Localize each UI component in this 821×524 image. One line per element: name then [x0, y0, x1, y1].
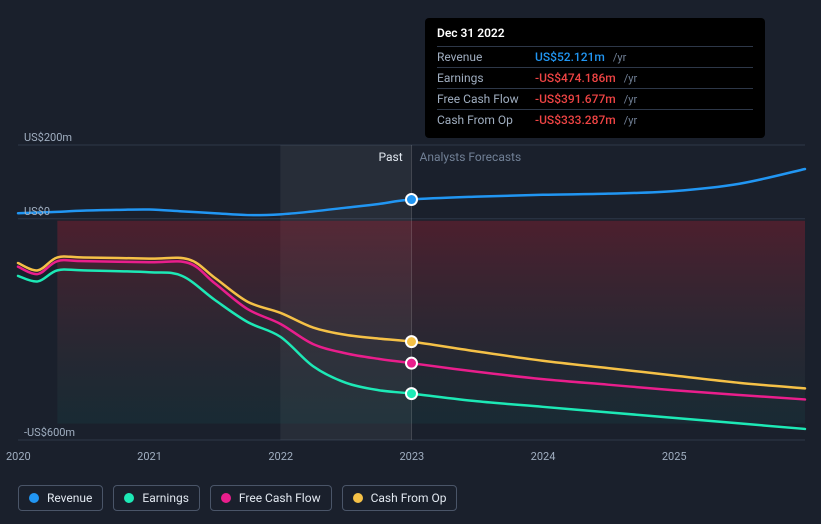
- x-tick-label: 2024: [531, 450, 556, 463]
- legend-swatch: [353, 493, 363, 503]
- legend-label: Cash From Op: [371, 491, 447, 505]
- x-tick-label: 2025: [662, 450, 687, 463]
- y-tick-label: US$200m: [24, 131, 72, 144]
- tooltip-unit: /yr: [613, 51, 626, 64]
- chart-legend: Revenue Earnings Free Cash Flow Cash From O…: [18, 485, 457, 511]
- tooltip-row: Earnings -US$474.186m/yr: [437, 67, 753, 88]
- tooltip-metric-value: -US$391.677m: [535, 92, 616, 106]
- forecast-section-label: Analysts Forecasts: [420, 150, 522, 164]
- y-tick-label: US$0: [24, 205, 50, 218]
- tooltip-date: Dec 31 2022: [437, 26, 753, 46]
- tooltip-unit: /yr: [624, 93, 637, 106]
- legend-swatch: [221, 493, 231, 503]
- legend-item[interactable]: Earnings: [113, 485, 200, 511]
- legend-item[interactable]: Free Cash Flow: [210, 485, 332, 511]
- legend-label: Free Cash Flow: [239, 491, 321, 505]
- x-tick-label: 2022: [268, 450, 293, 463]
- legend-item[interactable]: Revenue: [18, 485, 103, 511]
- legend-swatch: [29, 493, 39, 503]
- tooltip-unit: /yr: [624, 114, 637, 127]
- tooltip-metric-label: Earnings: [437, 71, 527, 85]
- tooltip-metric-value: US$52.121m: [535, 50, 605, 64]
- legend-label: Earnings: [142, 491, 189, 505]
- x-tick-label: 2020: [6, 450, 31, 463]
- legend-item[interactable]: Cash From Op: [342, 485, 458, 511]
- financial-chart: US$200m US$0 -US$600m 2020 2021 2022 2023 2024…: [0, 0, 821, 524]
- legend-label: Revenue: [47, 491, 92, 505]
- tooltip-metric-value: -US$474.186m: [535, 71, 616, 85]
- tooltip-metric-label: Cash From Op: [437, 113, 527, 127]
- tooltip-unit: /yr: [624, 72, 637, 85]
- tooltip-row: Revenue US$52.121m/yr: [437, 46, 753, 67]
- tooltip-row: Cash From Op -US$333.287m/yr: [437, 109, 753, 130]
- tooltip-metric-value: -US$333.287m: [535, 113, 616, 127]
- tooltip-metric-label: Free Cash Flow: [437, 92, 527, 106]
- tooltip-row: Free Cash Flow -US$391.677m/yr: [437, 88, 753, 109]
- y-tick-label: -US$600m: [24, 426, 75, 439]
- tooltip-metric-label: Revenue: [437, 50, 527, 64]
- x-tick-label: 2021: [137, 450, 162, 463]
- legend-swatch: [124, 493, 134, 503]
- past-section-label: Past: [379, 150, 403, 164]
- chart-tooltip: Dec 31 2022 RevenueUS$52.121m/yrEarnings…: [425, 18, 765, 138]
- x-tick-label: 2023: [400, 450, 425, 463]
